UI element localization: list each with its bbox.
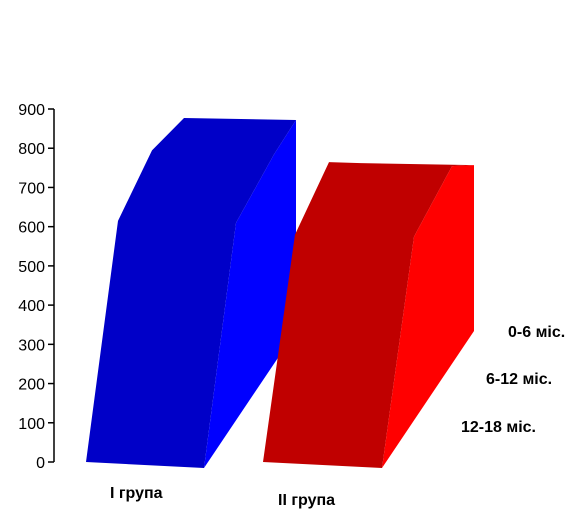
category-label: II група bbox=[278, 492, 335, 509]
y-tick-label: 200 bbox=[18, 377, 45, 394]
depth-label: 12-18 міс. bbox=[461, 419, 536, 436]
y-axis: 0 100 200 300 400 500 600 700 800 900 bbox=[18, 102, 55, 472]
y-tick-label: 400 bbox=[18, 298, 45, 315]
y-tick-label: 300 bbox=[18, 337, 45, 354]
ribbon-front-face bbox=[86, 118, 296, 468]
y-tick-label: 500 bbox=[18, 259, 45, 276]
y-tick-label: 600 bbox=[18, 220, 45, 237]
y-tick-label: 100 bbox=[18, 416, 45, 433]
ribbons bbox=[86, 118, 474, 468]
y-tick-label: 700 bbox=[18, 180, 45, 197]
ribbon-side-face bbox=[382, 165, 474, 468]
ribbon-front-face bbox=[263, 162, 474, 468]
y-tick-label: 0 bbox=[36, 455, 45, 472]
depth-label: 0-6 міс. bbox=[508, 324, 565, 341]
ribbon-side-face bbox=[204, 120, 296, 468]
labels: I група II група 0-6 міс. 6-12 міс. 12-18 мі… bbox=[110, 324, 565, 509]
category-label: I група bbox=[110, 485, 163, 502]
y-tick-label: 800 bbox=[18, 141, 45, 158]
depth-label: 6-12 міс. bbox=[486, 371, 552, 388]
y-tick-label: 900 bbox=[18, 102, 45, 119]
